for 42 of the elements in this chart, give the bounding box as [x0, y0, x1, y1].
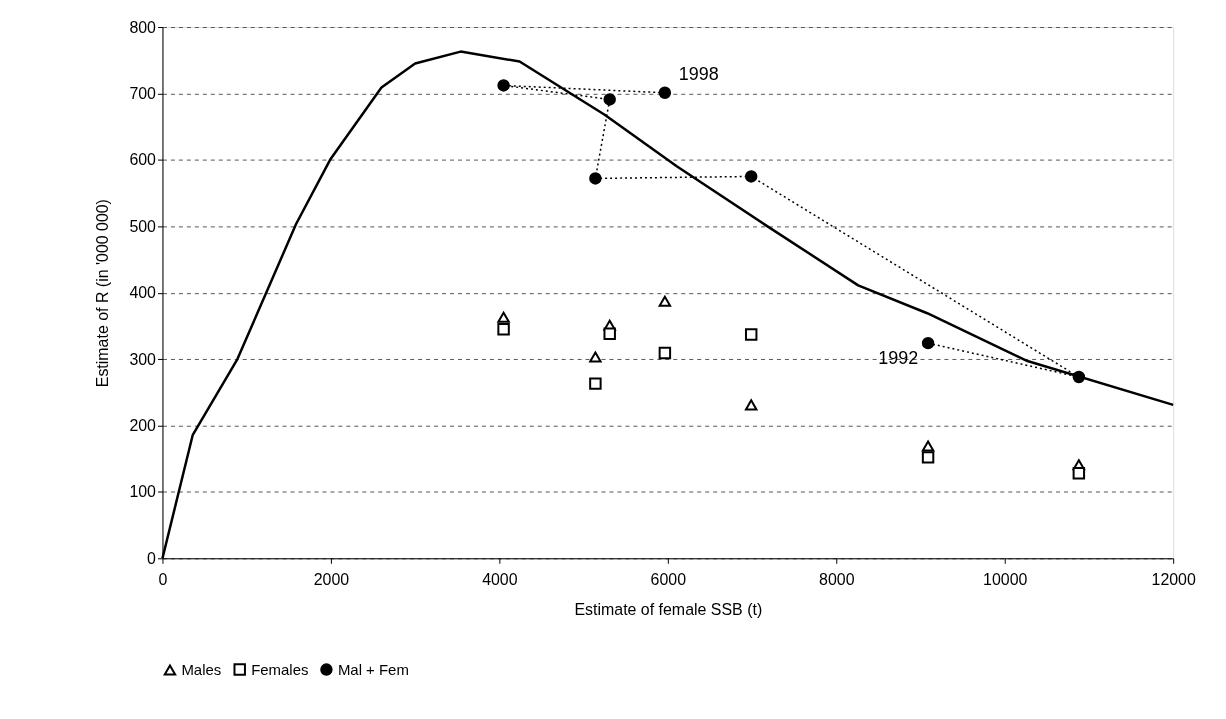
y-tick-label: 100: [129, 483, 157, 501]
y-tick-label: 800: [129, 18, 157, 36]
point: [589, 351, 602, 363]
annotation: 1998: [678, 63, 719, 84]
y-axis-title: Estimate of R (in '000 000): [94, 199, 112, 388]
y-tick-label: 200: [129, 416, 157, 434]
y-tick-label: 0: [147, 549, 157, 567]
point: [744, 328, 758, 341]
point: [658, 346, 672, 360]
point: [589, 377, 602, 390]
x-tick-label: 6000: [650, 570, 687, 588]
legend-label: Males: [181, 660, 222, 678]
point: [658, 295, 672, 307]
y-tick-label: 700: [129, 84, 157, 102]
legend-label: Mal + Fem: [337, 660, 409, 678]
point: [603, 327, 616, 341]
point: [497, 322, 510, 336]
point: [1072, 370, 1086, 384]
x-tick-label: 2000: [313, 570, 350, 588]
point: [921, 440, 935, 452]
x-tick-label: 8000: [819, 570, 855, 588]
point: [744, 399, 758, 411]
x-tick-label: 0: [158, 570, 168, 588]
point: [921, 336, 935, 350]
y-tick-label: 600: [129, 151, 157, 169]
point: [589, 172, 602, 185]
x-axis-title: Estimate of female SSB (t): [574, 600, 763, 618]
x-tick-label: 4000: [482, 570, 518, 588]
point: [603, 93, 616, 106]
x-tick-label: 12000: [1151, 570, 1196, 588]
point: [1072, 467, 1086, 480]
point: [921, 451, 935, 464]
x-tick-label: 10000: [983, 570, 1028, 588]
legend-label: Females: [251, 660, 309, 678]
y-tick-label: 400: [129, 284, 157, 302]
y-tick-label: 300: [129, 350, 157, 368]
point: [744, 170, 758, 183]
y-tick-label: 500: [129, 217, 157, 235]
point: [497, 311, 510, 323]
point: [497, 79, 510, 92]
annotation: 1992: [878, 348, 919, 369]
point: [658, 86, 672, 99]
